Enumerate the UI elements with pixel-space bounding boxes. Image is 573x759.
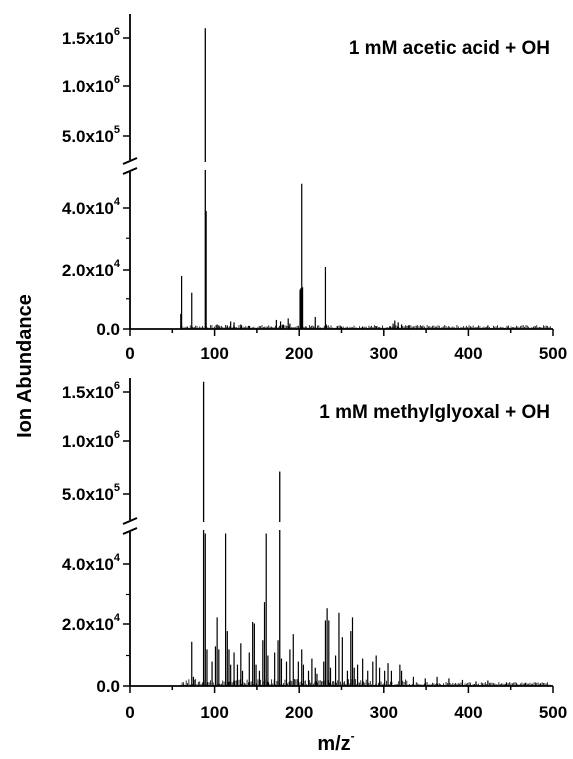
x-tick-label: 500 — [539, 703, 567, 722]
x-tick-label: 500 — [539, 344, 567, 363]
y-tick-label: 2.0x104 — [62, 612, 121, 634]
axis-break-mark — [122, 517, 138, 525]
baseline-noise — [180, 679, 551, 686]
panel-acetic-acid: 0 100 200 300 400 500 0.0 2.0x104 4.0x104 5.0x105… — [62, 14, 567, 363]
peaks — [191, 381, 541, 686]
x-tick-label: 400 — [454, 344, 482, 363]
x-tick-label: 100 — [200, 344, 228, 363]
panel-title: 1 mM acetic acid + OH — [349, 38, 550, 59]
y-axis-title: Ion Abundance — [14, 294, 36, 438]
y-tick-label: 4.0x104 — [62, 552, 121, 574]
y-tick-label: 1.5x106 — [62, 380, 120, 402]
y-tick-label: 0.0 — [96, 677, 120, 696]
panel-title: 1 mM methylglyoxal + OH — [319, 402, 550, 423]
panel-methylglyoxal: 0 100 200 300 400 500 0.0 2.0x104 4.0x104 5.0x105… — [62, 378, 567, 722]
axis-break-mark — [122, 157, 138, 165]
y-tick-label: 2.0x104 — [62, 258, 121, 280]
x-tick-label: 200 — [285, 344, 313, 363]
y-tick-label: 1.0x106 — [62, 74, 120, 96]
svg-text:m/z-: m/z- — [317, 729, 354, 755]
y-axis-label: Ion Abundance — [14, 294, 36, 438]
y-tick-label: 4.0x104 — [62, 196, 121, 218]
y-tick-label: 5.0x105 — [62, 482, 120, 504]
x-tick-label: 200 — [285, 703, 313, 722]
y-tick-label: 1.5x106 — [62, 26, 120, 48]
x-tick-label: 400 — [454, 703, 482, 722]
y-tick-label: 5.0x105 — [62, 124, 120, 146]
axis-break-mark — [122, 167, 138, 175]
x-axis-label-superscript: - — [351, 729, 355, 743]
x-tick-label: 100 — [200, 703, 228, 722]
axes: 0 100 200 300 400 500 0.0 2.0x104 4.0x104 5.0x105… — [62, 378, 567, 722]
axes: 0 100 200 300 400 500 0.0 2.0x104 4.0x104 5.0x105… — [62, 14, 567, 363]
y-tick-label: 1.0x106 — [62, 429, 120, 451]
axis-break-mark — [122, 527, 138, 535]
x-tick-label: 0 — [125, 703, 134, 722]
x-axis-title: m/z- — [317, 729, 354, 755]
x-axis-label: m/z — [317, 733, 350, 755]
x-tick-label: 300 — [370, 703, 398, 722]
x-tick-label: 300 — [370, 344, 398, 363]
x-tick-label: 0 — [125, 344, 134, 363]
peaks — [180, 28, 535, 329]
y-tick-label: 0.0 — [96, 320, 120, 339]
